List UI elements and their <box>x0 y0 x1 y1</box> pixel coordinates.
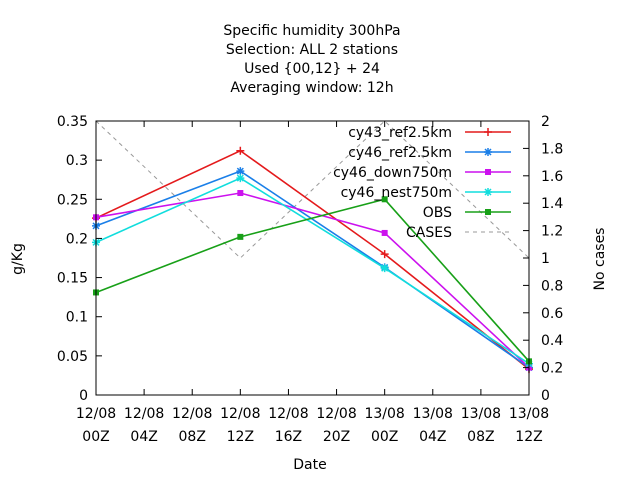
legend-item: cy46_ref2.5km <box>348 145 511 161</box>
series-line <box>95 198 530 362</box>
y2-tick-label: 0 <box>541 388 550 404</box>
x-tick-label-hour: 20Z <box>323 429 350 445</box>
y2-tick-label: 1 <box>541 251 550 267</box>
data-point <box>484 128 492 136</box>
legend-item: cy46_down750m <box>333 165 511 181</box>
x-tick-label-date: 13/08 <box>509 406 549 422</box>
y-tick-label: 0.35 <box>57 114 88 130</box>
legend-label: cy46_down750m <box>333 165 452 181</box>
x-tick-label-date: 12/08 <box>268 406 308 422</box>
legend-label: cy43_ref2.5km <box>348 125 452 141</box>
y2-tick-label: 0.6 <box>541 306 563 322</box>
data-point <box>237 233 244 240</box>
series-cy43_ref2.5km <box>92 146 533 374</box>
series-line <box>95 170 530 369</box>
legend-label: OBS <box>423 205 452 221</box>
y2-tick-label: 0.2 <box>541 361 563 377</box>
y2-tick-label: 1.8 <box>541 141 563 157</box>
data-point <box>236 174 245 183</box>
x-tick-label-hour: 04Z <box>419 429 446 445</box>
y2-axis-ticks: 0 0.2 0.4 0.6 0.8 1 1.2 1.4 1.6 1.8 2 <box>523 114 563 404</box>
plot-border <box>95 120 530 396</box>
x-tick-label-hour: 08Z <box>467 429 494 445</box>
legend-item: cy46_nest750m <box>341 185 511 201</box>
y-tick-label: 0.1 <box>66 310 88 326</box>
y2-tick-label: 2 <box>541 114 550 130</box>
x-tick-label-date: 12/08 <box>76 406 116 422</box>
x-axis-ticks: 12/08 00Z 12/08 04Z 12/08 08Z 12/08 12Z 12/08 16Z… <box>76 121 549 445</box>
data-point <box>236 167 245 176</box>
title-line: Selection: ALL 2 stations <box>226 42 398 58</box>
x-tick-label-hour: 12Z <box>227 429 254 445</box>
plot-frame <box>95 120 530 396</box>
chart-title: Specific humidity 300hPa Selection: ALL 2… <box>223 23 400 96</box>
title-line: Used {00,12} + 24 <box>244 61 380 77</box>
y-axis-label: g/Kg <box>10 243 26 275</box>
legend-label: cy46_nest750m <box>341 185 452 201</box>
cases-line <box>95 120 530 259</box>
data-point <box>484 148 492 156</box>
y2-tick-label: 0.4 <box>541 333 563 349</box>
y-tick-label: 0.25 <box>57 192 88 208</box>
data-point <box>484 188 492 196</box>
y-axis-ticks: 0 0.05 0.1 0.15 0.2 0.25 0.3 0.35 <box>57 114 102 404</box>
y2-tick-label: 1.2 <box>541 224 563 240</box>
x-tick-label-date: 13/08 <box>461 406 501 422</box>
legend-label: CASES <box>406 225 452 241</box>
x-tick-label-date: 13/08 <box>413 406 453 422</box>
y-tick-label: 0.05 <box>57 349 88 365</box>
data-point <box>380 250 389 259</box>
y-tick-label: 0.3 <box>66 153 88 169</box>
legend-item: cy43_ref2.5km <box>348 125 511 141</box>
x-tick-label-hour: 00Z <box>371 429 398 445</box>
data-point <box>381 196 388 203</box>
series-line <box>95 177 530 365</box>
data-point <box>380 264 389 273</box>
y-tick-label: 0.2 <box>66 231 88 247</box>
x-tick-label-hour: 08Z <box>179 429 206 445</box>
data-point <box>236 146 245 155</box>
x-tick-label-date: 13/08 <box>364 406 404 422</box>
title-line: Averaging window: 12h <box>230 80 393 96</box>
data-point <box>381 229 388 236</box>
x-tick-label-date: 12/08 <box>220 406 260 422</box>
series-OBS <box>93 196 532 365</box>
y-tick-label: 0 <box>79 388 88 404</box>
data-point <box>485 169 491 175</box>
x-axis-label: Date <box>293 457 326 473</box>
series-line <box>95 149 530 370</box>
x-tick-label-date: 12/08 <box>172 406 212 422</box>
legend-label: cy46_ref2.5km <box>348 145 452 161</box>
x-tick-label-hour: 16Z <box>275 429 302 445</box>
series-cy46_down750m <box>93 190 532 371</box>
data-series <box>92 146 533 374</box>
series-line <box>95 192 530 369</box>
x-tick-label-date: 12/08 <box>316 406 356 422</box>
y2-axis-label: No cases <box>592 228 608 291</box>
y-tick-label: 0.15 <box>57 271 88 287</box>
x-tick-label-hour: 04Z <box>130 429 157 445</box>
data-point <box>485 209 491 215</box>
x-tick-label-hour: 00Z <box>82 429 109 445</box>
y2-tick-label: 1.4 <box>541 196 563 212</box>
x-tick-label-date: 12/08 <box>124 406 164 422</box>
title-line: Specific humidity 300hPa <box>223 23 400 39</box>
legend-item: CASES <box>406 225 511 241</box>
y2-tick-label: 1.6 <box>541 169 563 185</box>
y2-tick-label: 0.8 <box>541 278 563 294</box>
legend: cy43_ref2.5km cy46_ref2.5km cy46_down750mc… <box>333 125 511 241</box>
cases-series <box>95 120 530 259</box>
legend-item: OBS <box>423 205 511 221</box>
data-point <box>237 190 244 197</box>
x-tick-label-hour: 12Z <box>515 429 542 445</box>
